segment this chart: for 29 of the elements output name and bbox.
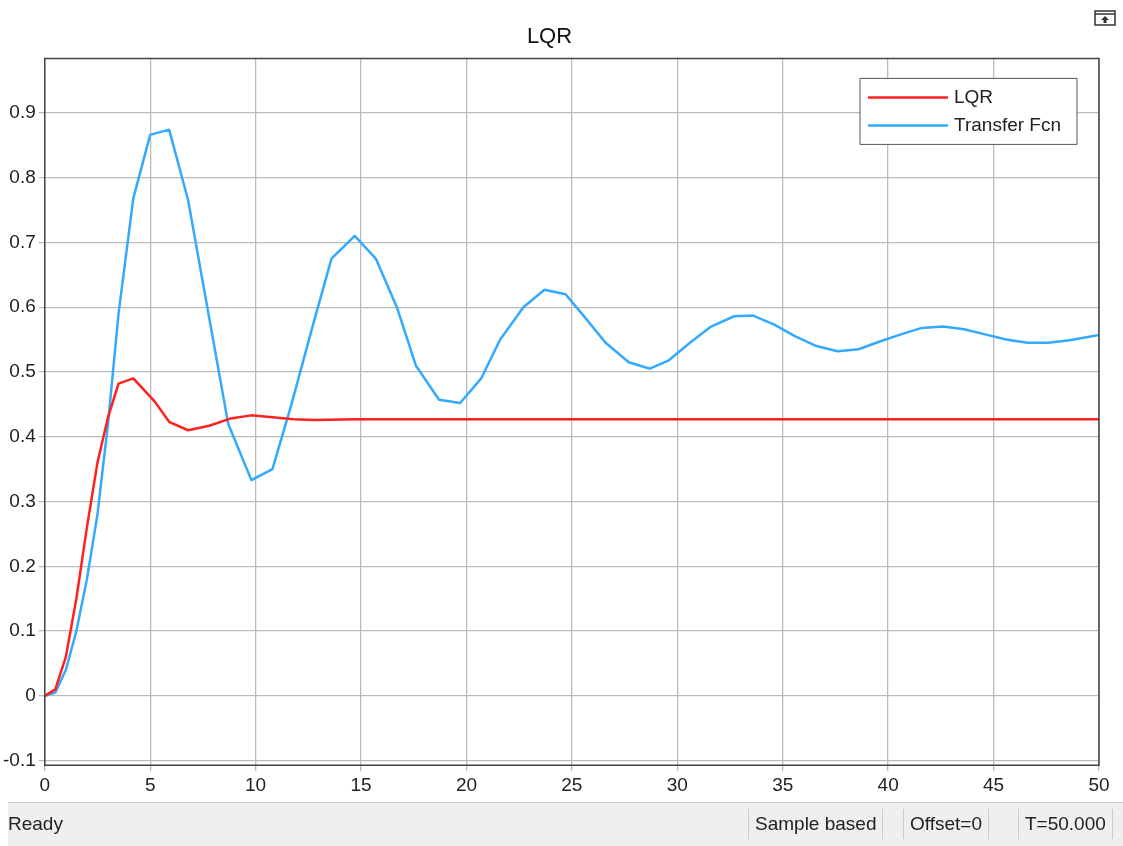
- x-tick-label: 0: [39, 773, 51, 795]
- x-tick-label: 45: [983, 773, 1005, 795]
- y-tick-label: -0.1: [2, 748, 36, 770]
- legend-label: LQR: [954, 85, 994, 107]
- y-tick-label: 0.5: [9, 360, 36, 382]
- text: Offset=0: [903, 809, 990, 839]
- text: T=50.000: [1018, 809, 1113, 839]
- y-tick-label: 0.8: [9, 165, 36, 187]
- y-tick-label: 0.6: [9, 295, 36, 317]
- x-tick-label: 35: [772, 773, 794, 795]
- x-tick-label: 50: [1088, 773, 1110, 795]
- x-tick-label: 5: [144, 773, 156, 795]
- y-tick-label: 0.9: [9, 101, 36, 123]
- y-tick-label: 0.4: [9, 424, 37, 446]
- y-tick-label: 0.1: [9, 619, 36, 641]
- legend-label: Transfer Fcn: [954, 113, 1062, 135]
- x-tick-label: 15: [350, 773, 372, 795]
- x-tick-label: 30: [666, 773, 688, 795]
- x-tick-label: 40: [877, 773, 899, 795]
- text: Sample based: [748, 809, 884, 839]
- y-tick-label: 0.2: [9, 554, 36, 576]
- chart-title: LQR: [526, 23, 573, 49]
- y-tick-label: 0: [25, 684, 36, 706]
- y-tick-label: 0.7: [9, 230, 36, 252]
- x-tick-label: 20: [455, 773, 478, 795]
- text: Ready: [8, 813, 63, 835]
- x-tick-label: 10: [245, 773, 267, 795]
- x-tick-label: 25: [561, 773, 583, 795]
- y-tick-label: 0.3: [9, 489, 36, 511]
